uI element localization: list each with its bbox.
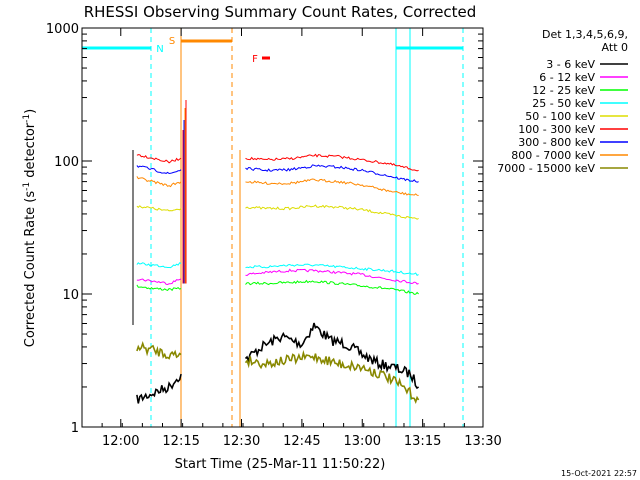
y-tick-label-0: 1 — [71, 421, 79, 436]
plot-area: NSF 12:00 12:15 12:30 12:45 13:00 13:15 13:301… — [46, 22, 502, 449]
series-line-1-seg-0 — [136, 278, 182, 286]
series-line-6-seg-1 — [245, 164, 419, 183]
y-axis-label: Corrected Count Rate (s-1 detector-1) — [22, 109, 38, 347]
y-axis-label-part2: detector — [23, 122, 38, 182]
axis-ticks: 12:00 12:15 12:30 12:45 13:00 13:15 13:30 1 10 10… — [46, 22, 502, 449]
flare-label: F — [252, 54, 258, 65]
series-line-7-seg-1 — [245, 178, 419, 196]
x-tick-label-3: 12:45 — [283, 434, 320, 449]
legend-label-7: 800 - 7000 keV — [511, 149, 595, 162]
series-line-6-seg-0 — [136, 165, 182, 175]
x-tick-label-4: 13:00 — [344, 434, 381, 449]
x-tick-label-5: 13:15 — [404, 434, 441, 449]
series-line-2-seg-1 — [245, 279, 419, 295]
x-axis-label: Start Time (25-Mar-11 11:50:22) — [175, 457, 386, 472]
legend-label-6: 300 - 800 keV — [518, 136, 595, 149]
series-line-5-seg-1 — [245, 153, 419, 172]
series-line-0-seg-1 — [244, 322, 420, 390]
x-tick-label-1: 12:15 — [162, 434, 199, 449]
legend-label-3: 25 - 50 keV — [532, 97, 595, 110]
y-axis-label-sup1: -1 — [22, 182, 32, 191]
legend-label-2: 12 - 25 keV — [532, 84, 595, 97]
y-axis-label-part3: ) — [23, 109, 38, 114]
timestamp: 15-Oct-2021 22:57 — [561, 469, 637, 478]
legend-label-1: 6 - 12 keV — [539, 71, 595, 84]
series-line-8-seg-1 — [244, 349, 420, 405]
series-line-4-seg-1 — [245, 204, 419, 220]
x-tick-label-2: 12:30 — [223, 434, 260, 449]
series-line-8-seg-0 — [136, 340, 182, 360]
series-line-5-seg-0 — [136, 154, 182, 164]
series-line-0-seg-0 — [136, 373, 182, 404]
series-line-2-seg-0 — [136, 284, 182, 292]
chart-title: RHESSI Observing Summary Count Rates, Co… — [84, 3, 477, 21]
series-line-3-seg-0 — [136, 262, 182, 269]
series-line-7-seg-0 — [136, 176, 182, 188]
legend-label-4: 50 - 100 keV — [525, 110, 595, 123]
x-tick-label-6: 13:30 — [464, 434, 501, 449]
series-line-3-seg-1 — [245, 263, 419, 276]
saa-label: S — [169, 36, 175, 47]
y-tick-label-2: 100 — [54, 155, 79, 170]
legend-label-8: 7000 - 15000 keV — [497, 162, 595, 175]
y-tick-label-1: 10 — [62, 288, 79, 303]
series-line-4-seg-0 — [136, 205, 182, 212]
legend-label-5: 100 - 300 keV — [518, 123, 595, 136]
legend-header-line1: Det 1,3,4,5,6,9, — [542, 28, 628, 41]
y-axis-label-sup2: -1 — [22, 114, 32, 123]
y-axis-label-part1: Corrected Count Rate (s — [23, 191, 38, 348]
x-tick-label-0: 12:00 — [102, 434, 139, 449]
series-line-1-seg-1 — [245, 268, 419, 285]
y-tick-label-3: 1000 — [46, 22, 79, 37]
data-marks: NS F — [82, 28, 464, 427]
plot-frame — [81, 27, 484, 428]
legend-header-line2: Att 0 — [602, 41, 628, 54]
legend-label-0: 3 - 6 keV — [546, 58, 595, 71]
night-label: N — [156, 44, 163, 55]
